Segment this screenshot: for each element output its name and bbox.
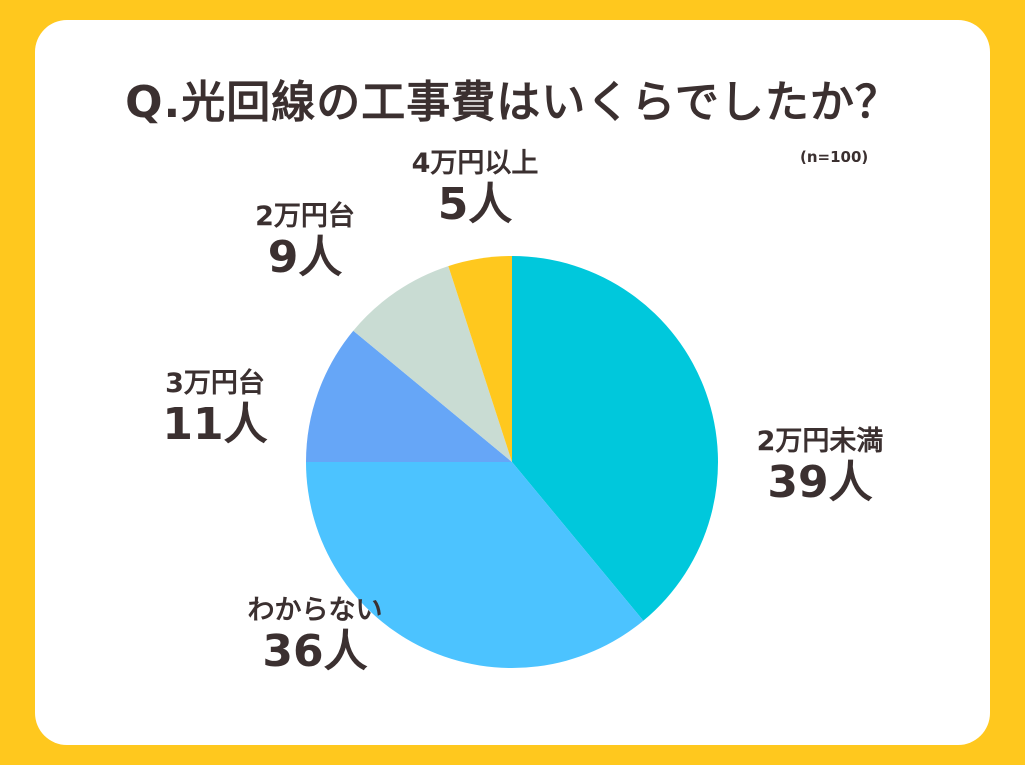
slice-value: 9人	[267, 232, 343, 283]
slice-value: 36人	[262, 626, 368, 677]
pie-slice-4	[448, 256, 512, 462]
pie-slice-1	[306, 462, 644, 668]
slice-label-1: わからない 36人	[230, 597, 400, 674]
pie-slice-0	[512, 256, 718, 621]
slice-value: 5人	[437, 179, 513, 230]
pie-slice-2	[306, 330, 512, 462]
slice-category: 3万円台	[165, 368, 265, 399]
slice-label-4: 4万円以上 5人	[395, 150, 555, 227]
pie-slice-3	[353, 266, 512, 462]
slice-category: 2万円台	[255, 201, 355, 232]
sample-size: (n=100)	[800, 148, 869, 166]
slice-label-0: 2万円未満 39人	[735, 428, 905, 505]
slice-category: 2万円未満	[756, 426, 884, 457]
slice-value: 11人	[162, 399, 268, 450]
slice-category: 4万円以上	[411, 148, 539, 179]
slice-value: 39人	[767, 457, 873, 508]
slice-category: わからない	[247, 595, 383, 626]
slice-label-3: 2万円台 9人	[240, 203, 370, 280]
slice-label-2: 3万円台 11人	[145, 370, 285, 447]
chart-title: Q.光回線の工事費はいくらでしたか？	[125, 77, 900, 128]
